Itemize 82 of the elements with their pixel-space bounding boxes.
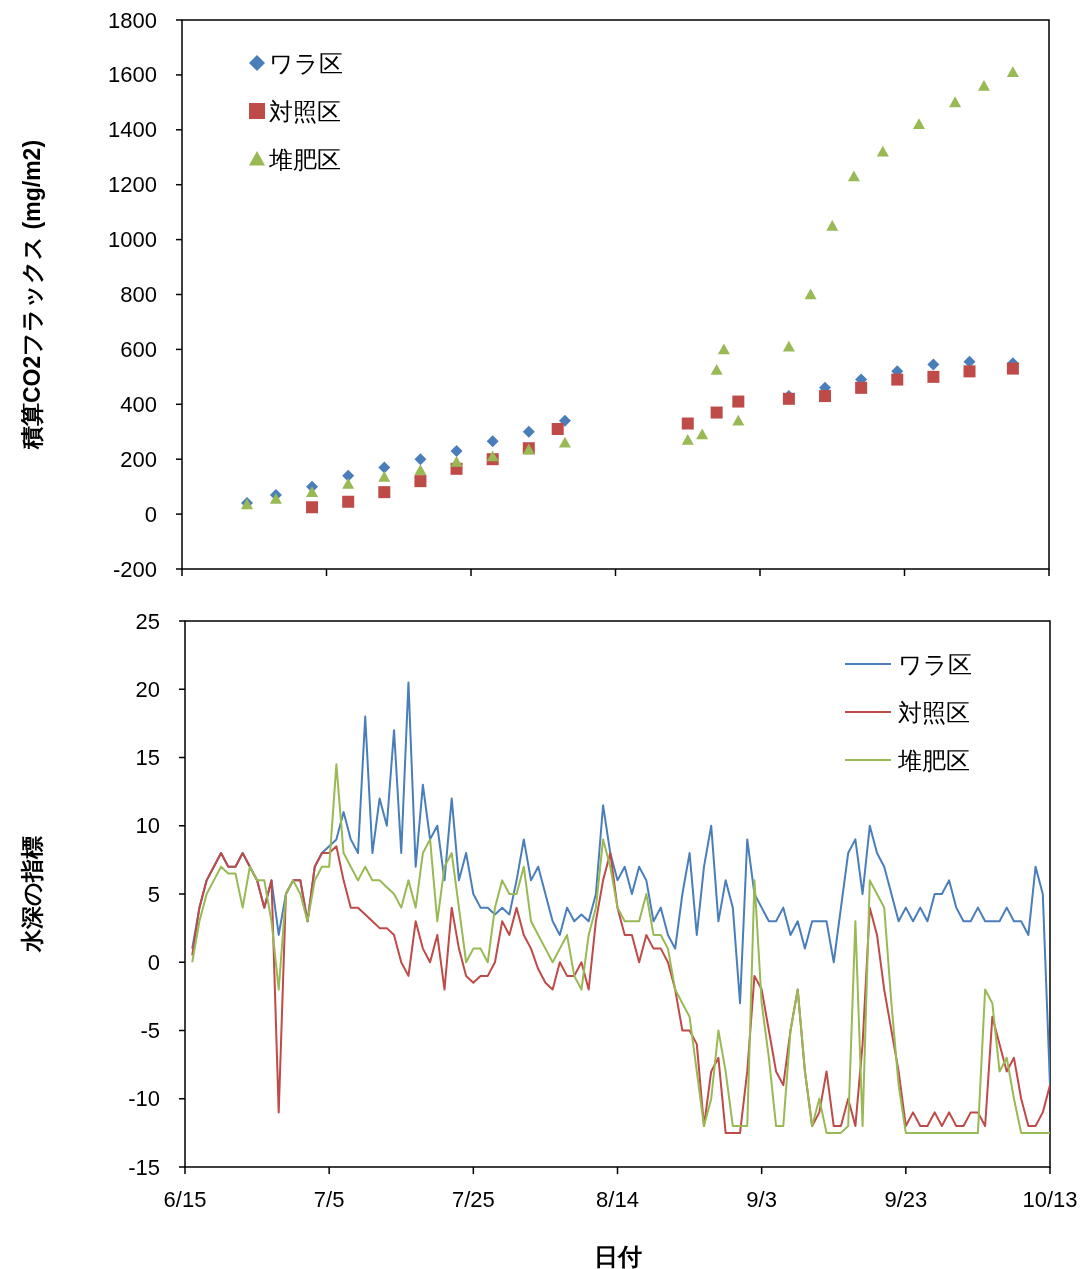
point <box>927 370 940 383</box>
point <box>306 486 319 497</box>
x-tick-label: 9/3 <box>746 1187 777 1212</box>
point <box>876 145 889 157</box>
y-tick-label: 800 <box>120 282 157 307</box>
point <box>847 170 860 182</box>
y-tick-label: 1400 <box>108 117 157 143</box>
point <box>927 358 940 371</box>
point <box>696 428 709 440</box>
point <box>782 340 795 352</box>
point <box>342 477 355 489</box>
point <box>342 469 355 482</box>
legend-label: 堆肥区 <box>897 746 970 774</box>
x-axis-title: 日付 <box>593 1243 642 1269</box>
point <box>486 450 499 462</box>
x-tick-label: 7/25 <box>451 1187 495 1212</box>
point <box>732 414 745 426</box>
x-tick-label: 10/13 <box>1022 1187 1078 1212</box>
point <box>977 79 990 91</box>
y-tick-label: -10 <box>128 1086 160 1112</box>
point <box>681 417 694 430</box>
point <box>414 453 427 466</box>
point <box>826 219 839 231</box>
y-tick-label: 1600 <box>108 62 157 88</box>
x-tick-label: 8/14 <box>596 1187 639 1212</box>
y-tick-label: 200 <box>120 446 157 472</box>
point <box>450 455 463 467</box>
point <box>269 493 282 504</box>
y-tick-label: 1000 <box>108 227 157 253</box>
y-tick-label: -200 <box>112 556 157 582</box>
legend-label: 対照区 <box>269 97 341 125</box>
y-tick-label: -15 <box>128 1154 160 1180</box>
y-axis-title: 水深の指標 <box>19 836 45 953</box>
point <box>450 444 463 457</box>
legend-label: 堆肥区 <box>268 145 341 173</box>
point <box>1006 66 1019 77</box>
point <box>558 436 571 448</box>
point <box>912 118 925 130</box>
y-tick-label: 25 <box>135 608 160 634</box>
line-series <box>191 845 1050 1134</box>
y-tick-label: 10 <box>135 813 160 839</box>
y-tick-label: 20 <box>135 676 160 702</box>
point <box>949 96 962 108</box>
point <box>558 414 571 427</box>
point <box>551 423 564 436</box>
point <box>342 495 355 508</box>
point <box>710 406 723 419</box>
y-tick-label: 1200 <box>108 172 157 198</box>
legend-label: 対照区 <box>898 698 970 726</box>
x-tick-label: 9/23 <box>884 1187 928 1212</box>
y-tick-label: 5 <box>147 881 160 907</box>
y-tick-label: -5 <box>140 1018 160 1043</box>
y-tick-label: 600 <box>120 336 157 362</box>
legend-label: ワラ区 <box>898 650 972 678</box>
point <box>378 471 391 482</box>
y-tick-label: 1800 <box>108 7 157 33</box>
point <box>804 288 817 300</box>
y-axis-title: 積算CO2フラックス (mg/m2) <box>19 139 45 451</box>
y-tick-label: 0 <box>144 501 157 527</box>
point <box>486 435 499 448</box>
point <box>681 433 694 445</box>
point <box>855 381 868 394</box>
y-tick-label: 400 <box>120 391 157 417</box>
x-tick-label: 7/5 <box>313 1187 345 1212</box>
point <box>891 373 904 386</box>
point <box>378 486 391 499</box>
point <box>522 425 535 438</box>
point <box>963 365 976 378</box>
point <box>1006 362 1019 375</box>
point <box>414 475 427 488</box>
point <box>378 461 391 474</box>
point <box>306 501 319 514</box>
point <box>732 395 745 408</box>
legend-label: ワラ区 <box>269 49 343 77</box>
y-tick-label: 15 <box>135 745 160 770</box>
y-tick-label: 0 <box>147 949 160 975</box>
point <box>710 363 723 375</box>
point <box>717 343 730 355</box>
point <box>819 390 832 403</box>
point <box>414 464 427 475</box>
x-tick-label: 6/15 <box>163 1187 207 1212</box>
line-series <box>191 681 1050 1087</box>
